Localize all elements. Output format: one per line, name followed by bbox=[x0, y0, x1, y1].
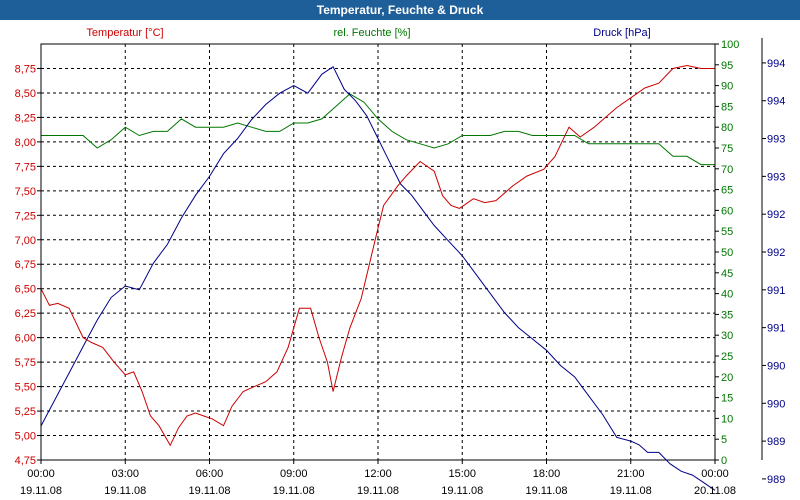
date-tick-label: 19.11.08 bbox=[20, 485, 62, 497]
time-tick-label: 15:00 bbox=[448, 468, 476, 480]
humidity-tick-label: 95 bbox=[721, 60, 733, 72]
temperature-tick-label: 8,50 bbox=[15, 88, 36, 100]
temperature-axis: 8,75 8,50 8,25 8,00 7,75 7,50 7,25 7,00 6,75 6,50… bbox=[15, 63, 41, 467]
pressure-tick-label: 990 bbox=[767, 360, 785, 372]
date-tick-label: 19.11.08 bbox=[357, 485, 399, 497]
humidity-tick-label: 25 bbox=[721, 351, 733, 363]
time-tick-label: 21:00 bbox=[617, 468, 645, 480]
time-tick-label: 06:00 bbox=[196, 468, 224, 480]
humidity-tick-label: 40 bbox=[721, 289, 733, 301]
temperature-tick-label: 7,25 bbox=[15, 210, 36, 222]
time-tick-label: 00:00 bbox=[701, 468, 729, 480]
temperature-tick-label: 5,50 bbox=[15, 382, 36, 394]
series-line-pressure bbox=[40, 65, 716, 491]
humidity-tick-label: 15 bbox=[721, 393, 733, 405]
pressure-tick-label: 994 bbox=[767, 58, 785, 70]
humidity-tick-label: 35 bbox=[721, 309, 733, 321]
date-tick-label: 19.11.08 bbox=[441, 485, 483, 497]
pressure-axis: 994 994 993 993 992 992 991 991 990 990 989 989 bbox=[762, 58, 785, 486]
humidity-tick-label: 70 bbox=[721, 164, 733, 176]
humidity-axis-label: rel. Feuchte [%] bbox=[333, 27, 410, 39]
chart-canvas: Temperatur [°C] rel. Feuchte [%] Druck [… bbox=[15, 27, 786, 497]
humidity-tick-label: 0 bbox=[721, 455, 727, 467]
humidity-tick-label: 10 bbox=[721, 413, 733, 425]
date-tick-label: 19.11.08 bbox=[104, 485, 146, 497]
humidity-tick-label: 55 bbox=[721, 226, 733, 238]
time-tick-label: 00:00 bbox=[27, 468, 55, 480]
pressure-tick-label: 990 bbox=[767, 398, 785, 410]
date-tick-label: 19.11.08 bbox=[610, 485, 652, 497]
date-tick-label: 19.11.08 bbox=[188, 485, 230, 497]
date-tick-label: 19.11.08 bbox=[273, 485, 315, 497]
humidity-tick-label: 30 bbox=[721, 330, 733, 342]
temperature-tick-label: 6,50 bbox=[15, 284, 36, 296]
humidity-tick-label: 50 bbox=[721, 247, 733, 259]
temperature-tick-label: 8,25 bbox=[15, 112, 36, 124]
pressure-tick-label: 991 bbox=[767, 285, 785, 297]
humidity-tick-label: 100 bbox=[721, 39, 739, 51]
time-tick-label: 12:00 bbox=[364, 468, 392, 480]
humidity-tick-label: 65 bbox=[721, 185, 733, 197]
chart-title: Temperatur, Feuchte & Druck bbox=[0, 0, 800, 20]
temperature-tick-label: 6,00 bbox=[15, 333, 36, 345]
pressure-tick-label: 992 bbox=[767, 209, 785, 221]
pressure-tick-label: 989 bbox=[767, 474, 785, 486]
grid bbox=[41, 44, 715, 460]
plot-area bbox=[40, 43, 716, 461]
pressure-tick-label: 992 bbox=[767, 247, 785, 259]
pressure-tick-label: 994 bbox=[767, 96, 785, 108]
pressure-tick-label: 993 bbox=[767, 134, 785, 146]
temperature-tick-label: 5,25 bbox=[15, 406, 36, 418]
temperature-tick-label: 6,25 bbox=[15, 308, 36, 320]
humidity-tick-label: 85 bbox=[721, 101, 733, 113]
humidity-axis: 1009590858075706560555045403530252015105… bbox=[715, 39, 739, 467]
humidity-tick-label: 75 bbox=[721, 143, 733, 155]
temperature-tick-label: 7,50 bbox=[15, 186, 36, 198]
humidity-tick-label: 5 bbox=[721, 434, 727, 446]
temperature-tick-label: 6,75 bbox=[15, 259, 36, 271]
time-tick-label: 03:00 bbox=[111, 468, 139, 480]
pressure-axis-label: Druck [hPa] bbox=[593, 27, 650, 39]
date-tick-label: 20.11.08 bbox=[694, 485, 736, 497]
humidity-tick-label: 20 bbox=[721, 372, 733, 384]
temperature-tick-label: 5,75 bbox=[15, 357, 36, 369]
temperature-axis-label: Temperatur [°C] bbox=[86, 27, 163, 39]
pressure-tick-label: 991 bbox=[767, 323, 785, 335]
series-line-humidity bbox=[41, 93, 715, 166]
time-tick-label: 09:00 bbox=[280, 468, 308, 480]
temperature-tick-label: 4,75 bbox=[15, 455, 36, 467]
temperature-tick-label: 7,00 bbox=[15, 235, 36, 247]
series-line-temperature bbox=[40, 64, 715, 447]
temperature-tick-label: 8,00 bbox=[15, 137, 36, 149]
temperature-tick-label: 8,75 bbox=[15, 63, 36, 75]
humidity-tick-label: 45 bbox=[721, 268, 733, 280]
humidity-tick-label: 90 bbox=[721, 81, 733, 93]
series-group bbox=[40, 64, 716, 491]
humidity-tick-label: 80 bbox=[721, 122, 733, 134]
humidity-tick-label: 60 bbox=[721, 205, 733, 217]
pressure-tick-label: 989 bbox=[767, 436, 785, 448]
date-tick-label: 19.11.08 bbox=[525, 485, 567, 497]
temperature-tick-label: 7,75 bbox=[15, 161, 36, 173]
temperature-tick-label: 5,00 bbox=[15, 431, 36, 443]
time-tick-label: 18:00 bbox=[533, 468, 561, 480]
time-axis: 00:00 19.11.08 03:00 19.11.08 06:00 19.11.08 0… bbox=[20, 460, 736, 497]
pressure-tick-label: 993 bbox=[767, 171, 785, 183]
